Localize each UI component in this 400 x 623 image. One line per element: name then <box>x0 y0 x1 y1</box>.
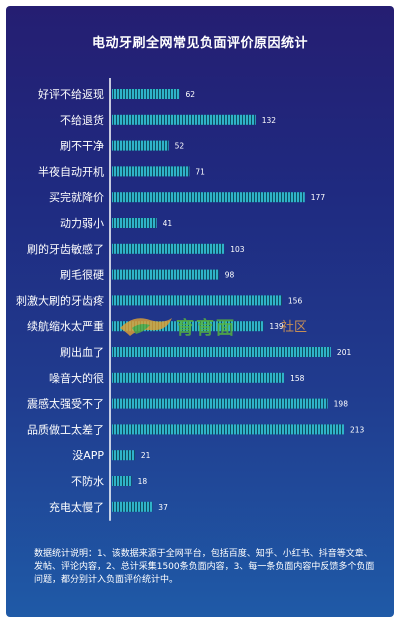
value-label: 62 <box>186 90 196 99</box>
bar <box>112 140 169 151</box>
bar <box>112 501 153 512</box>
bar <box>112 476 132 486</box>
category-label: 刷毛很硬 <box>60 268 104 282</box>
bar <box>112 398 328 409</box>
category-label: 买完就降价 <box>49 190 104 204</box>
value-label: 158 <box>290 374 305 383</box>
bar <box>112 295 282 306</box>
bar <box>112 424 344 435</box>
bar <box>112 347 331 357</box>
bar <box>112 269 219 280</box>
chart-title: 电动牙刷全网常见负面评价原因统计 <box>91 36 308 51</box>
bar <box>112 89 180 99</box>
category-label: 刷出血了 <box>60 345 104 359</box>
value-label: 201 <box>337 348 352 357</box>
value-label: 103 <box>230 245 245 254</box>
category-label: 续航缩水太严重 <box>27 319 104 333</box>
bar-chart: 好评不给返现 62 不给退货 132 刷不干净 52 半夜自动开机 71 买完就降价 177 动力弱… <box>16 78 365 521</box>
watermark-logo-icon <box>120 318 172 336</box>
category-label: 半夜自动开机 <box>38 164 104 178</box>
watermark-subtext: 社区 <box>281 320 308 335</box>
footnote: 数据统计说明：1、该数据来源于全网平台，包括百度、知乎、小红书、抖音等文章、发帖… <box>34 549 375 585</box>
value-label: 177 <box>311 193 326 202</box>
bar <box>112 243 225 254</box>
category-label: 好评不给返现 <box>38 87 104 101</box>
bar <box>112 166 190 177</box>
value-label: 18 <box>138 477 148 486</box>
value-label: 21 <box>141 451 151 460</box>
bar <box>112 450 135 461</box>
value-label: 139 <box>269 322 284 331</box>
category-label: 动力弱小 <box>60 217 104 230</box>
value-label: 156 <box>288 296 303 305</box>
value-label: 41 <box>163 219 173 228</box>
value-label: 198 <box>334 400 349 409</box>
watermark-text: 育育面 <box>176 318 236 339</box>
category-label: 刷的牙齿敏感了 <box>27 242 104 256</box>
category-label: 品质做工太差了 <box>27 422 104 436</box>
value-label: 52 <box>175 142 185 151</box>
bar <box>112 192 305 203</box>
bar <box>112 218 157 228</box>
category-label: 不给退货 <box>60 113 104 127</box>
category-label: 刺激大刷的牙齿疼 <box>16 293 104 307</box>
bar <box>112 321 264 332</box>
bar <box>112 114 256 125</box>
category-label: 没APP <box>72 449 104 462</box>
value-label: 132 <box>262 116 277 125</box>
value-label: 98 <box>225 271 235 280</box>
category-label: 噪音大的很 <box>49 371 104 385</box>
category-label: 充电太慢了 <box>49 500 104 514</box>
category-label: 刷不干净 <box>60 139 104 153</box>
bar <box>112 372 285 383</box>
value-label: 213 <box>350 425 365 434</box>
category-label: 震感太强受不了 <box>27 398 104 411</box>
chart-card: 电动牙刷全网常见负面评价原因统计 好评不给返现 62 不给退货 132 刷不干净 52 半夜… <box>6 6 394 617</box>
value-label: 71 <box>195 167 205 176</box>
value-label: 37 <box>158 503 168 512</box>
watermark: 育育面 社区 <box>116 306 316 346</box>
category-label: 不防水 <box>71 474 104 488</box>
